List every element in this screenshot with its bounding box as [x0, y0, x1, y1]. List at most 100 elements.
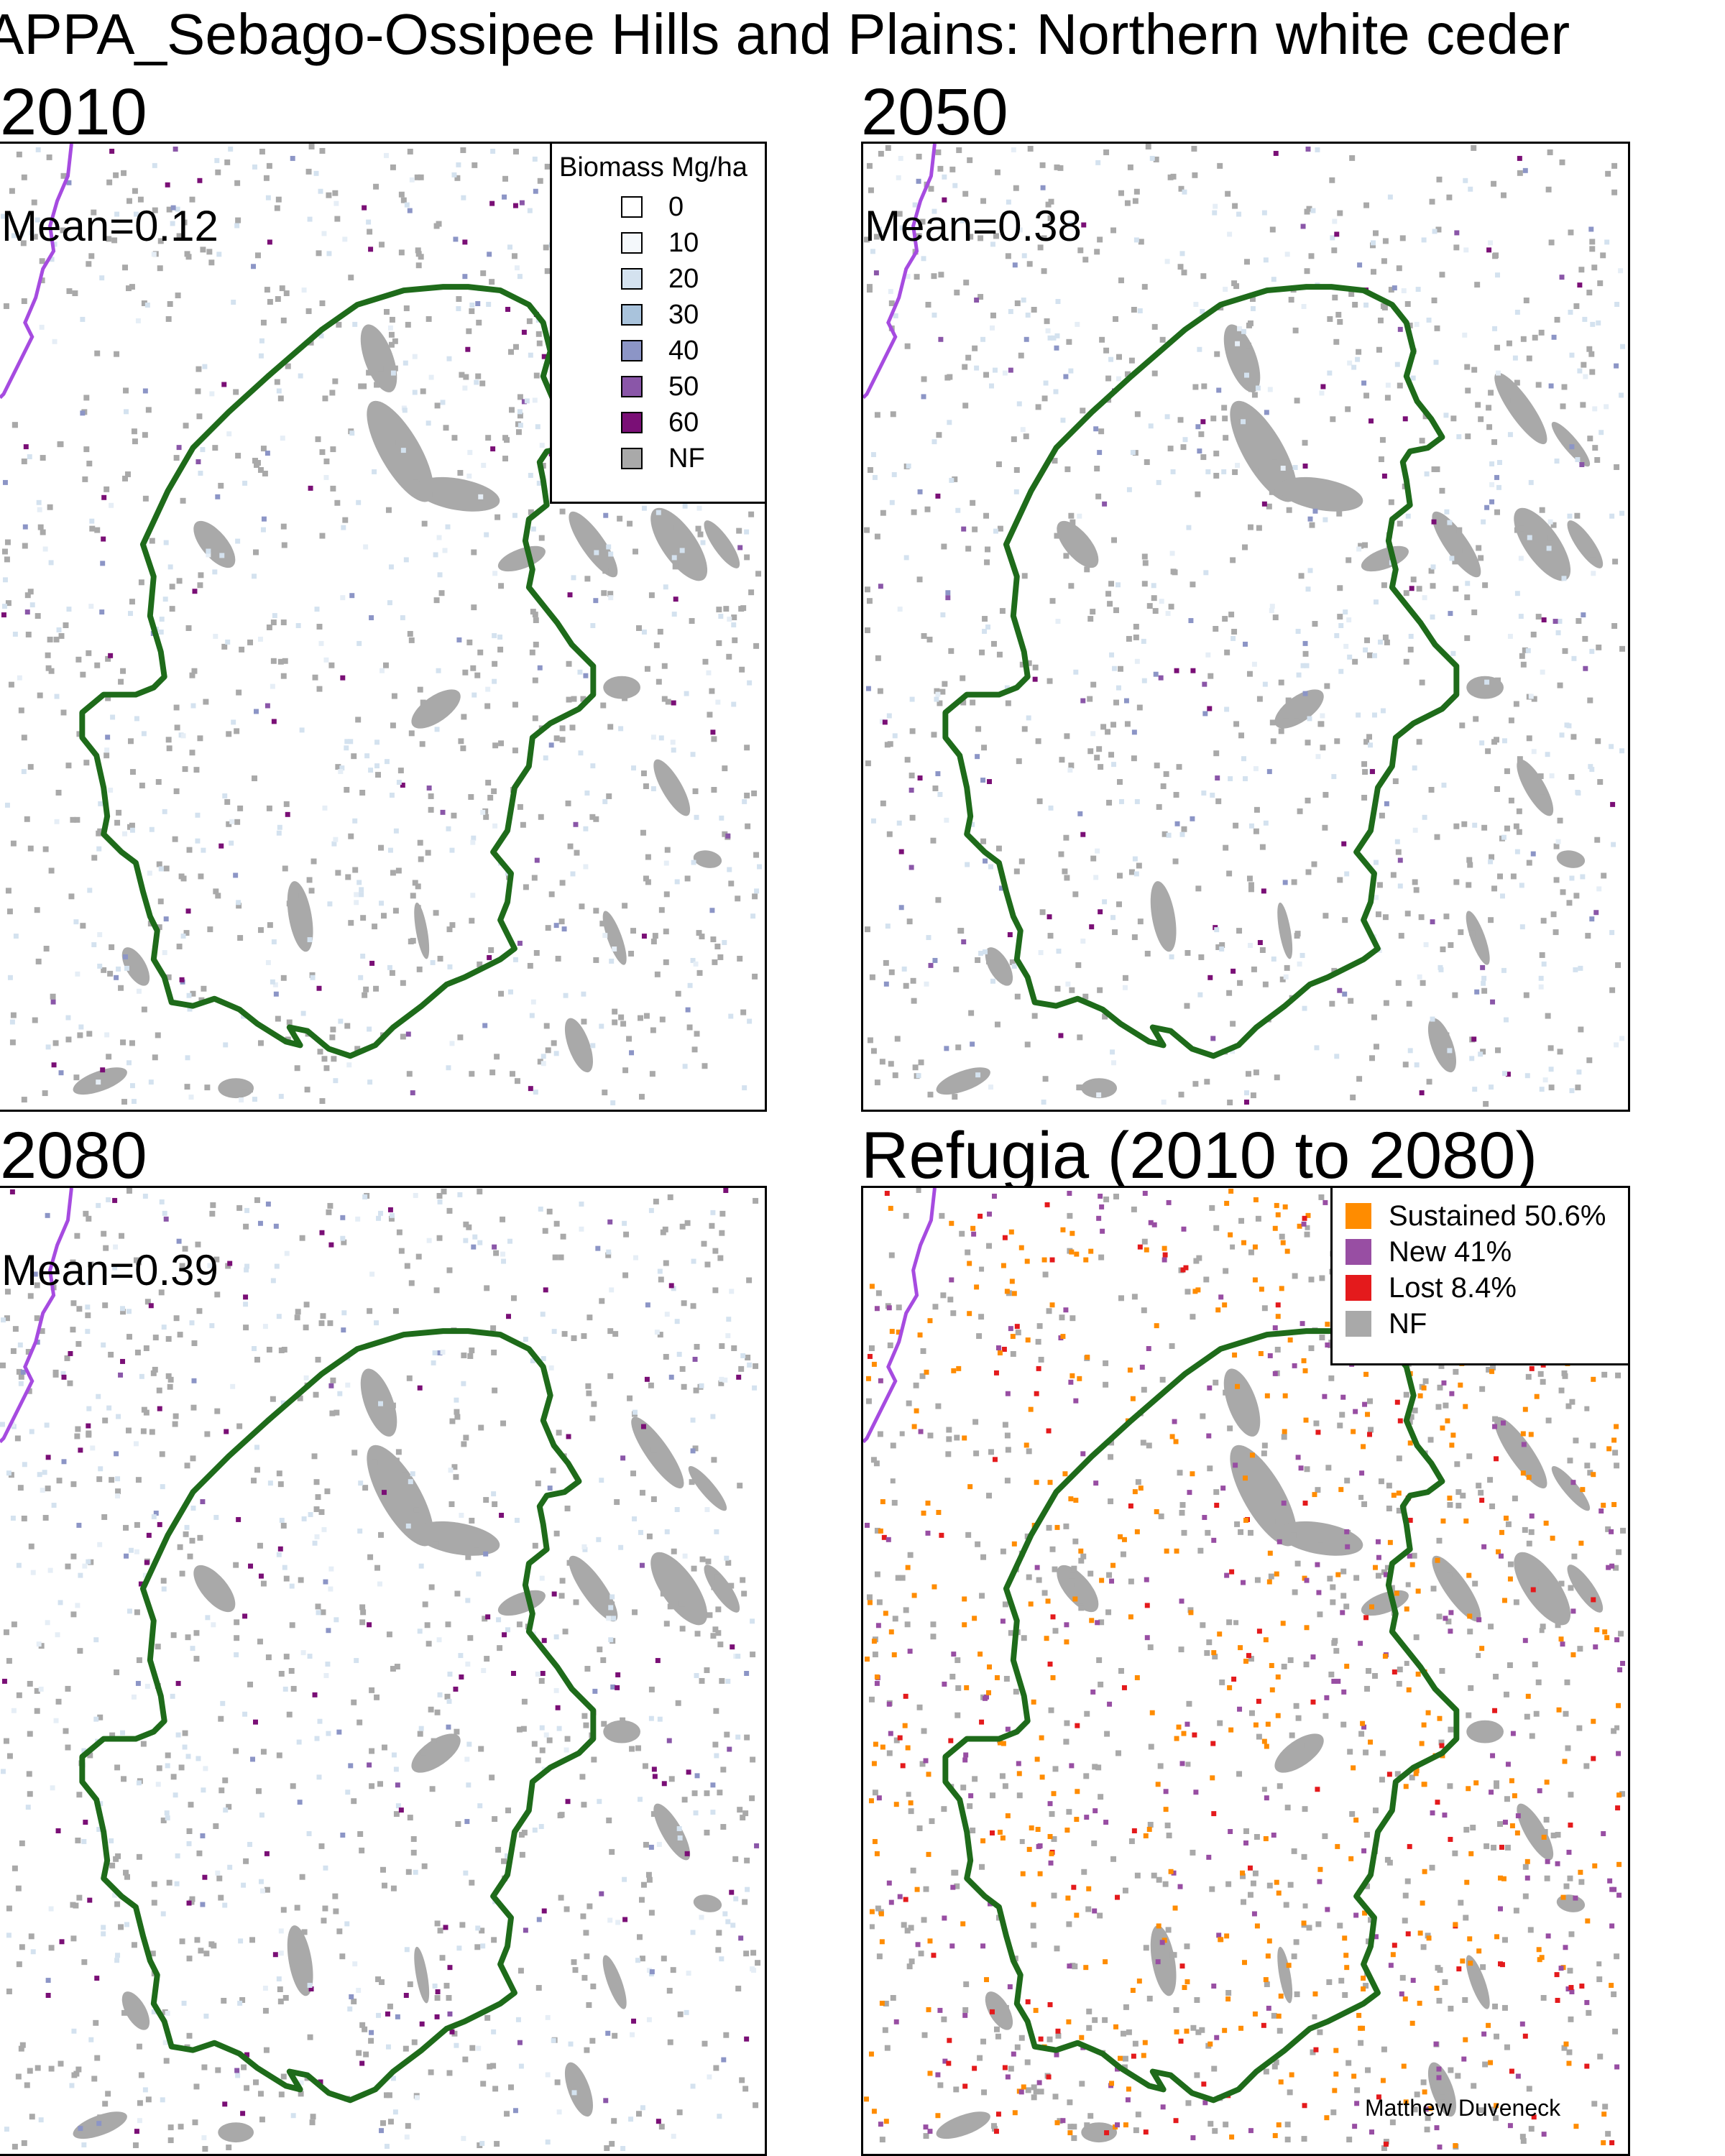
nonforest-pixel [1527, 1927, 1534, 1933]
species-pixel [888, 1731, 893, 1736]
nonforest-pixel [87, 1752, 93, 1759]
species-pixel [1525, 648, 1531, 653]
nonforest-pixel [965, 354, 972, 361]
nonforest-pixel [1301, 1853, 1307, 1860]
nonforest-pixel [45, 652, 51, 658]
nonforest-pixel [884, 2045, 891, 2051]
nonforest-pixel [620, 1021, 627, 1027]
nonforest-pixel [109, 944, 115, 950]
nonforest-pixel [1090, 681, 1097, 688]
species-pixel [1072, 1596, 1078, 1602]
nonforest-pixel [469, 1879, 475, 1886]
species-pixel [254, 1445, 259, 1450]
nonforest-pixel [191, 668, 198, 674]
nonforest-pixel [103, 1245, 109, 1251]
nonforest-pixel [6, 908, 13, 915]
nonforest-pixel [91, 209, 97, 216]
nonforest-pixel [978, 294, 984, 300]
nonforest-pixel [912, 1064, 919, 1071]
nonforest-pixel [277, 658, 284, 665]
species-pixel [24, 609, 30, 615]
species-pixel [1414, 321, 1420, 327]
nonforest-pixel [957, 928, 964, 934]
nonforest-pixel [234, 1635, 240, 1641]
species-pixel [927, 2070, 933, 2076]
nonforest-pixel [953, 2086, 960, 2093]
nonforest-pixel [34, 1282, 40, 1289]
species-pixel [1163, 1807, 1169, 1812]
nonforest-pixel [599, 1298, 605, 1304]
nonforest-pixel [369, 1783, 375, 1789]
nonforest-pixel [75, 1837, 81, 1843]
species-pixel [303, 1375, 309, 1381]
nonforest-patch [564, 1018, 593, 1073]
nonforest-pixel [1035, 404, 1041, 410]
nonforest-pixel [1348, 291, 1355, 298]
species-pixel [1414, 1062, 1420, 1068]
nonforest-pixel [390, 1885, 397, 1892]
nonforest-pixel [126, 1188, 132, 1194]
species-pixel [252, 164, 257, 170]
nonforest-pixel [1232, 469, 1238, 475]
species-pixel [435, 1989, 441, 1994]
nonforest-pixel [1126, 635, 1132, 642]
nonforest-pixel [1141, 553, 1148, 560]
nonforest-pixel [129, 822, 135, 829]
species-pixel [1, 1678, 7, 1684]
nonforest-pixel [344, 787, 350, 793]
species-pixel [106, 1197, 111, 1202]
nonforest-pixel [1452, 558, 1458, 565]
nonforest-pixel [1568, 2016, 1574, 2022]
species-pixel [69, 2083, 75, 2088]
nonforest-pixel [1254, 1833, 1260, 1840]
species-pixel [1102, 899, 1108, 905]
nonforest-pixel [1018, 352, 1024, 359]
nonforest-pixel [1494, 509, 1501, 515]
nonforest-pixel [1010, 1350, 1016, 1357]
species-pixel [203, 2013, 209, 2019]
species-pixel [729, 1289, 735, 1294]
nonforest-pixel [1045, 201, 1052, 208]
species-pixel [101, 494, 107, 500]
nonforest-pixel [888, 1061, 894, 1067]
nonforest-pixel [1322, 791, 1329, 798]
species-pixel [1197, 992, 1203, 998]
species-pixel [1267, 387, 1273, 392]
species-pixel [618, 1544, 624, 1550]
nonforest-pixel [1397, 1667, 1403, 1672]
species-pixel [388, 564, 394, 570]
nonforest-pixel [430, 1742, 436, 1749]
species-pixel [276, 1976, 282, 1982]
nonforest-pixel [389, 316, 395, 323]
nonforest-pixel [351, 1798, 357, 1805]
species-pixel [960, 218, 965, 224]
nonforest-pixel [213, 1823, 219, 1830]
nonforest-pixel [460, 147, 466, 153]
nonforest-pixel [460, 745, 466, 752]
species-pixel [34, 1340, 40, 1345]
species-pixel [85, 1304, 91, 1310]
nonforest-pixel [755, 1960, 761, 1966]
species-pixel [404, 1947, 410, 1953]
species-pixel [1202, 711, 1208, 717]
nonforest-pixel [626, 1036, 632, 1042]
species-pixel [1264, 1743, 1269, 1749]
nonforest-pixel [428, 1706, 434, 1713]
species-pixel [188, 1095, 194, 1100]
nonforest-pixel [500, 1420, 507, 1427]
nonforest-pixel [358, 383, 364, 390]
nonforest-patch [1567, 520, 1604, 568]
nonforest-pixel [1334, 738, 1340, 745]
nonforest-pixel [953, 966, 960, 972]
nonforest-pixel [48, 867, 55, 874]
nonforest-pixel [25, 631, 32, 637]
species-pixel [209, 1323, 215, 1329]
nonforest-pixel [96, 830, 102, 837]
nonforest-pixel [1013, 868, 1020, 875]
species-pixel [1031, 1902, 1036, 1907]
nonforest-pixel [668, 1776, 675, 1782]
nonforest-pixel [571, 1959, 577, 1966]
nonforest-pixel [252, 775, 257, 782]
species-pixel [262, 1986, 268, 1991]
nonforest-pixel [1248, 1656, 1254, 1662]
